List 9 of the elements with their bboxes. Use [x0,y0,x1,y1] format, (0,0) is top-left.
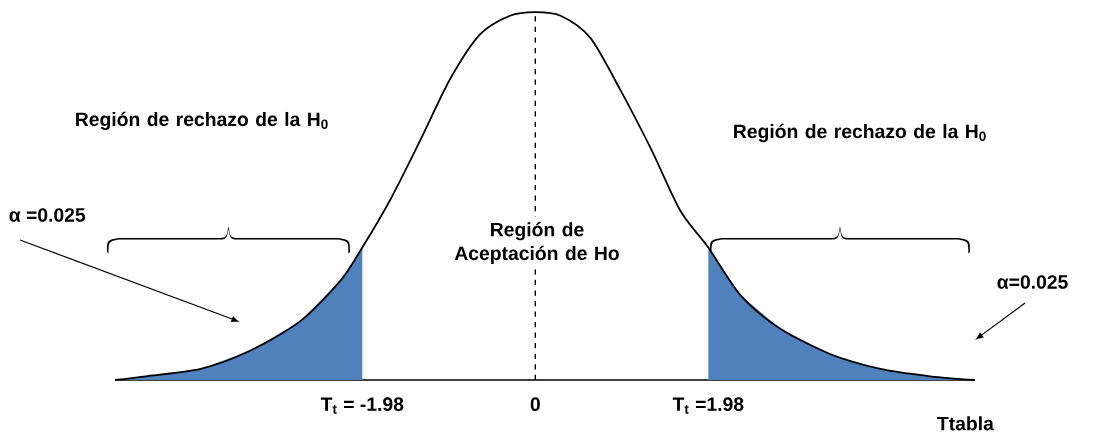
x-tick-label: T$_{t}$ =1.98 [672,397,744,414]
annotation: Región de rechazo de la H$_{0}$ [76,111,328,131]
x-axis-title: Ttabla [937,416,994,431]
annotation: Región de Aceptación de Ho [454,222,619,264]
x-tick-label: 0 [530,397,540,412]
text: α =0.025 [9,208,86,222]
x-tick-label: T$_{t}$ = -1.98 [320,397,404,414]
annotation: Región de rechazo de la H$_{0}$ [734,123,986,143]
text: α=0.025 [997,275,1068,289]
